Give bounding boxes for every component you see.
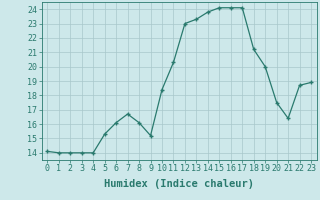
X-axis label: Humidex (Indice chaleur): Humidex (Indice chaleur) xyxy=(104,179,254,189)
